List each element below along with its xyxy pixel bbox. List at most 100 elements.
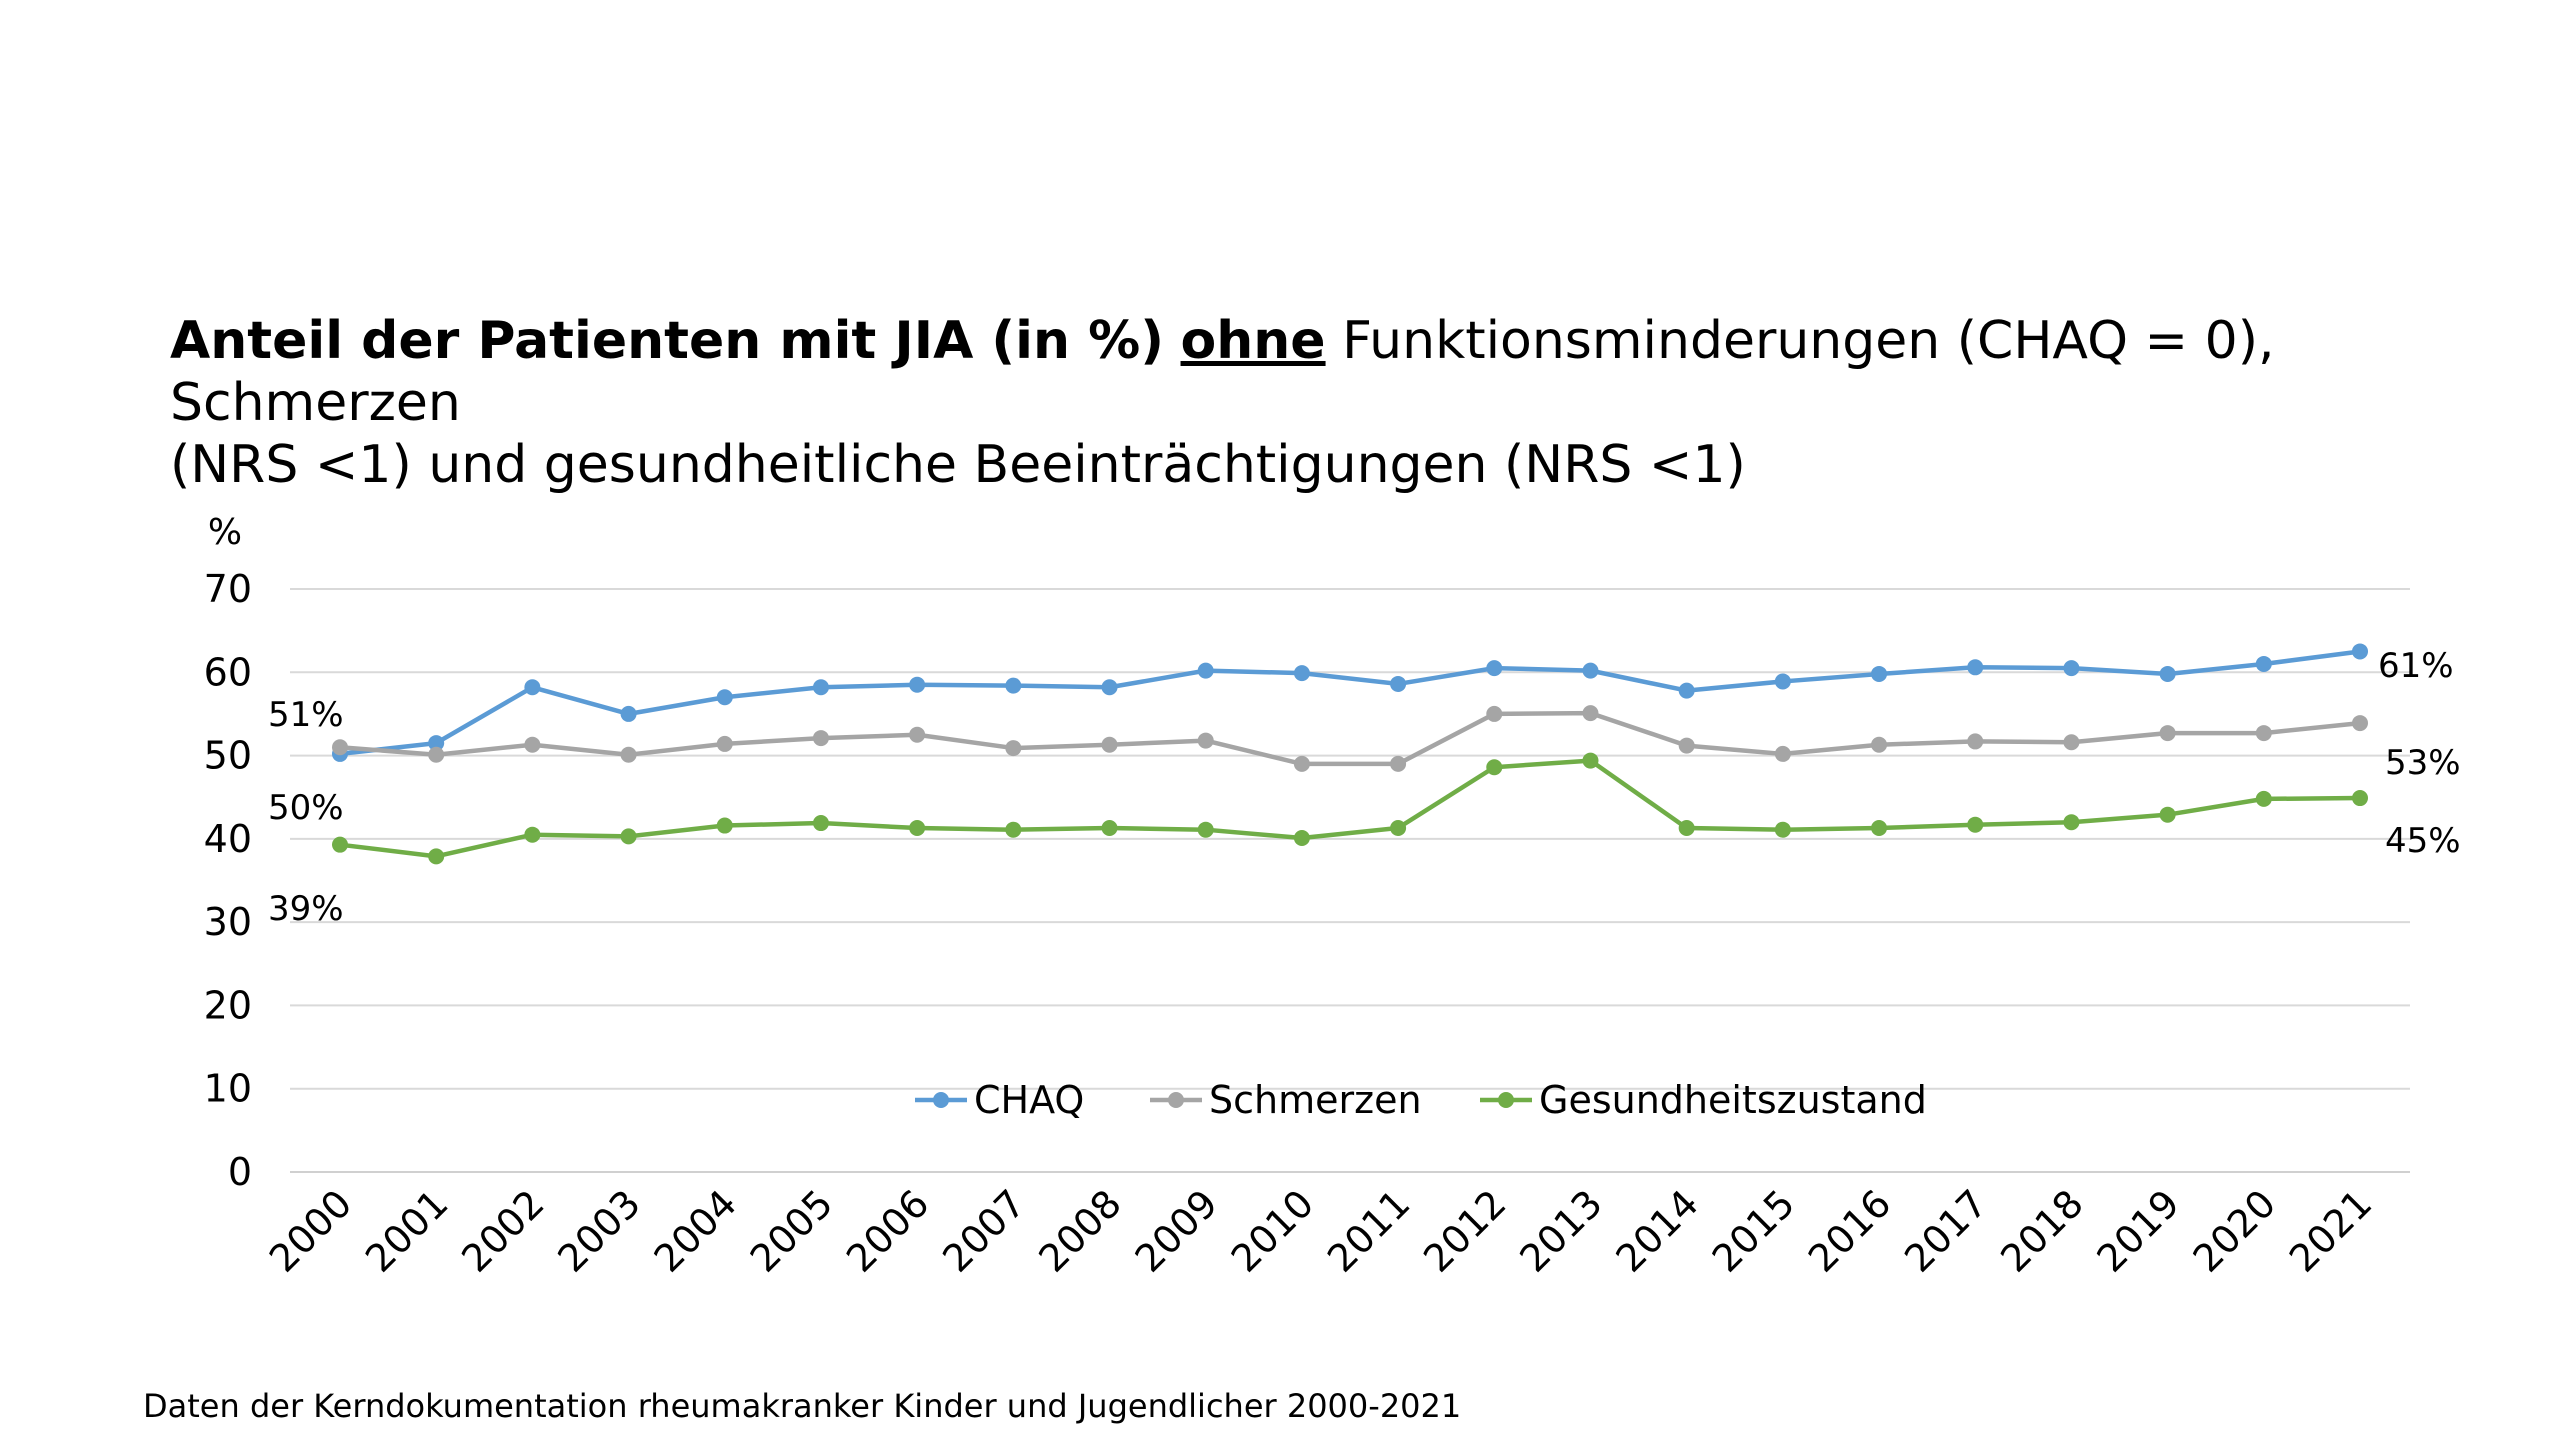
data-point-schmerzen (1101, 736, 1118, 753)
y-tick-label: 70 (204, 567, 252, 611)
data-point-schmerzen (2159, 725, 2176, 742)
data-label-gesundheitszustand-first: 39% (268, 889, 344, 929)
x-tick-label: 2002 (453, 1181, 553, 1281)
x-tick-label: 2010 (1223, 1181, 1323, 1281)
data-point-schmerzen (909, 726, 926, 743)
data-point-gesundheitszustand (2352, 790, 2368, 807)
data-label-schmerzen-first: 51% (268, 695, 344, 735)
data-point-chaq (524, 679, 541, 696)
x-tick-label: 2000 (261, 1181, 361, 1281)
x-tick-label: 2012 (1415, 1181, 1515, 1281)
data-point-chaq (909, 676, 926, 693)
title-rest-line2: (NRS <1) und gesundheitliche Beeinträcht… (170, 435, 1746, 495)
x-tick-label: 2016 (1800, 1181, 1900, 1281)
data-point-schmerzen (1390, 755, 1407, 772)
data-point-gesundheitszustand (2159, 806, 2176, 823)
data-point-gesundheitszustand (620, 828, 637, 845)
data-point-chaq (1486, 660, 1503, 677)
legend-marker-gesundheitszustand (1498, 1092, 1514, 1108)
series-lines (332, 643, 2368, 865)
data-point-schmerzen (1005, 740, 1022, 757)
data-point-chaq (2159, 665, 2176, 682)
x-tick-label: 2007 (934, 1181, 1034, 1281)
data-point-schmerzen (332, 739, 348, 756)
data-point-gesundheitszustand (1582, 752, 1599, 769)
data-point-gesundheitszustand (812, 815, 829, 832)
data-point-schmerzen (1967, 733, 1984, 750)
data-point-gesundheitszustand (2063, 814, 2080, 831)
data-point-gesundheitszustand (1967, 816, 1984, 833)
legend-marker-chaq (933, 1092, 949, 1108)
title-underlined-part: ohne (1180, 311, 1326, 371)
x-tick-label: 2018 (1992, 1181, 2092, 1281)
data-point-schmerzen (524, 736, 541, 753)
y-tick-label: 30 (204, 900, 252, 944)
x-tick-label: 2013 (1511, 1181, 1611, 1281)
x-tick-label: 2021 (2281, 1181, 2381, 1281)
data-point-schmerzen (1293, 755, 1310, 772)
data-point-schmerzen (2352, 715, 2368, 732)
data-point-gesundheitszustand (332, 836, 348, 853)
data-point-chaq (2255, 655, 2272, 672)
data-point-chaq (1197, 662, 1214, 679)
data-point-chaq (1678, 682, 1695, 699)
series-line-gesundheitszustand (339, 758, 2361, 859)
legend: CHAQ Schmerzen Gesundheitszustand (915, 1078, 1927, 1122)
data-point-schmerzen (812, 730, 829, 747)
data-point-chaq (1005, 677, 1022, 694)
y-tick-label: 0 (228, 1150, 252, 1194)
data-point-chaq (1101, 679, 1118, 696)
x-tick-label: 2009 (1127, 1181, 1227, 1281)
data-label-chaq-first: 50% (268, 788, 344, 828)
x-tick-label: 2004 (646, 1181, 746, 1281)
data-point-gesundheitszustand (1871, 820, 1888, 837)
data-point-chaq (1871, 665, 1888, 682)
data-point-schmerzen (620, 746, 637, 763)
x-tick-label: 2005 (742, 1181, 842, 1281)
data-label-chaq-last: 61% (2378, 646, 2454, 686)
data-point-gesundheitszustand (1678, 820, 1695, 837)
x-tick-label: 2014 (1608, 1181, 1708, 1281)
data-label-gesundheitszustand-last: 45% (2385, 821, 2461, 861)
legend-label-gesundheitszustand: Gesundheitszustand (1539, 1078, 1927, 1122)
x-tick-label: 2006 (838, 1181, 938, 1281)
y-tick-label: 40 (204, 817, 252, 861)
y-axis-ticks: 0 10 20 30 40 50 60 70 (204, 567, 252, 1194)
data-point-chaq (812, 679, 829, 696)
data-point-chaq (716, 689, 733, 706)
x-tick-label: 2020 (2185, 1181, 2285, 1281)
series-line-schmerzen (339, 710, 2361, 767)
data-point-schmerzen (2063, 734, 2080, 751)
legend-marker-schmerzen (1168, 1092, 1184, 1108)
x-tick-label: 2011 (1319, 1181, 1419, 1281)
y-tick-label: 60 (204, 650, 252, 694)
footnote: Daten der Kerndokumentation rheumakranke… (143, 1387, 1462, 1425)
x-tick-label: 2015 (1704, 1181, 1804, 1281)
data-point-gesundheitszustand (1293, 830, 1310, 847)
data-point-chaq (428, 735, 445, 752)
data-point-schmerzen (716, 735, 733, 752)
data-point-gesundheitszustand (1486, 759, 1503, 776)
x-axis-ticks: 2000200120022003200420052006200720082009… (261, 1181, 2381, 1281)
data-point-gesundheitszustand (1005, 821, 1022, 838)
chart-title: Anteil der Patienten mit JIA (in %) ohne… (170, 310, 2470, 496)
title-bold-part: Anteil der Patienten mit JIA (in %) (170, 311, 1164, 371)
data-point-gesundheitszustand (2255, 790, 2272, 807)
data-point-chaq (1390, 675, 1407, 692)
x-tick-label: 2001 (357, 1181, 457, 1281)
data-point-chaq (1582, 662, 1599, 679)
data-point-gesundheitszustand (428, 848, 445, 865)
data-point-schmerzen (1582, 705, 1599, 722)
data-label-schmerzen-last: 53% (2385, 743, 2461, 783)
data-labels: 50% 61% 51% 53% 39% 45% (268, 646, 2461, 929)
x-tick-label: 2017 (1896, 1181, 1996, 1281)
gridlines (290, 588, 2410, 1173)
data-point-schmerzen (1774, 745, 1791, 762)
series-line-chaq (339, 649, 2361, 757)
y-tick-label: 10 (204, 1067, 252, 1111)
legend-label-schmerzen: Schmerzen (1209, 1078, 1422, 1122)
legend-label-chaq: CHAQ (974, 1078, 1084, 1122)
data-point-gesundheitszustand (1197, 821, 1214, 838)
data-point-schmerzen (2255, 725, 2272, 742)
